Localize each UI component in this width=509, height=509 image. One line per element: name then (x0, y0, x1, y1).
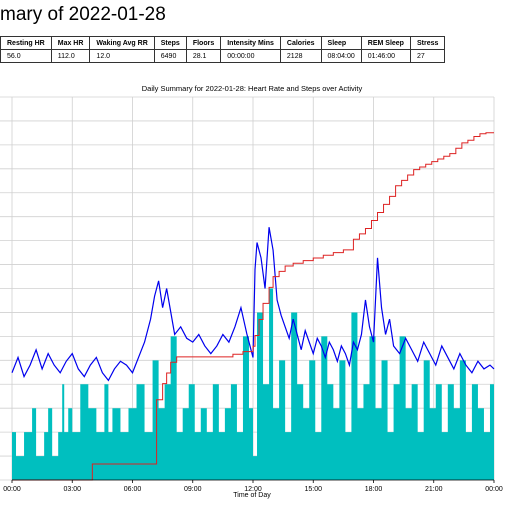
stats-header-cell: Sleep (320, 36, 362, 50)
stats-value-cell: 112.0 (50, 49, 91, 63)
stats-value-cell: 28.1 (185, 49, 222, 63)
stats-value-row: 56.0 112.0 12.0 6490 28.1 00:00:00 2128 … (0, 49, 446, 63)
x-tick-label: 03:00 (63, 486, 81, 493)
stats-header-cell: Intensity Mins (220, 36, 281, 50)
stats-value-cell: 27 (409, 49, 446, 63)
stats-value-cell: 2128 (279, 49, 322, 63)
stats-value-cell: 01:46:00 (360, 49, 411, 63)
heart-rate-line (11, 227, 495, 382)
activity-chart: Daily Summary for 2022-01-28: Heart Rate… (0, 84, 503, 499)
chart-title: Daily Summary for 2022-01-28: Heart Rate… (142, 84, 363, 93)
page-title: mary of 2022-01-28 (0, 4, 166, 25)
steps-line (12, 132, 494, 481)
daily-stats-table: Resting HR Max HR Waking Avg RR Steps Fl… (0, 36, 446, 63)
stats-value-cell: 56.0 (0, 49, 52, 63)
stats-header-cell: Resting HR (0, 36, 52, 50)
stats-value-cell: 08:04:00 (320, 49, 362, 63)
x-tick-label: 12:00 (244, 486, 262, 493)
x-tick-label: 21:00 (425, 486, 443, 493)
x-tick-label: 00:00 (485, 486, 503, 493)
x-tick-label: 06:00 (124, 486, 142, 493)
stats-value-cell: 6490 (153, 49, 187, 63)
stats-value-cell: 00:00:00 (220, 49, 281, 63)
stats-header-cell: Waking Avg RR (89, 36, 155, 50)
stats-header-cell: Stress (409, 36, 446, 50)
stats-header-cell: Floors (185, 36, 222, 50)
stats-header-cell: REM Sleep (360, 36, 411, 50)
stats-header-cell: Max HR (50, 36, 91, 50)
stats-value-cell: 12.0 (89, 49, 155, 63)
stats-header-cell: Steps (153, 36, 187, 50)
x-axis-label: Time of Day (233, 492, 271, 499)
x-tick-label: 09:00 (184, 486, 202, 493)
x-tick-label: 18:00 (365, 486, 383, 493)
x-tick-label: 15:00 (304, 486, 322, 493)
stats-header-cell: Calories (279, 36, 322, 50)
stats-header-row: Resting HR Max HR Waking Avg RR Steps Fl… (0, 36, 446, 50)
x-tick-label: 00:00 (3, 486, 21, 493)
